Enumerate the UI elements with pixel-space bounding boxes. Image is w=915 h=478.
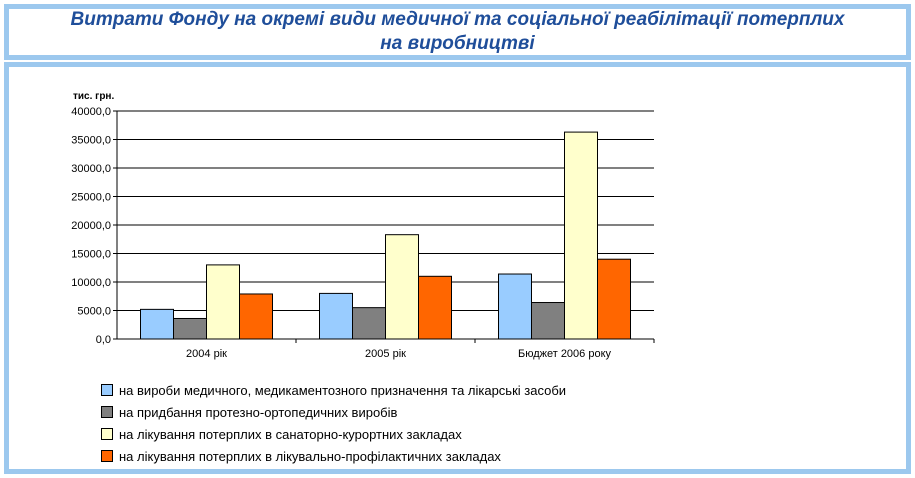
y-tick-label: 15000,0 [71,249,111,261]
bar [531,302,565,340]
chart-panel: 0,0 5000,0 10000,0 15000,0 20000,0 25000,0 300… [4,62,911,474]
title-banner: Витрати Фонду на окремі види медичної та… [4,4,911,60]
legend-label: на придбання протезно-ортопедичних вироб… [119,404,398,420]
legend-item: на придбання протезно-ортопедичних вироб… [101,401,566,423]
legend-item: на вироби медичного, медикаментозного пр… [101,379,566,401]
legend-label: на вироби медичного, медикаментозного пр… [119,382,567,398]
bar [597,258,631,340]
y-tick-label: 20000,0 [71,220,111,232]
y-tick-label: 5000,0 [77,306,111,318]
legend-swatch [101,450,113,462]
bar [319,292,353,340]
y-tick-label: 25000,0 [71,192,111,204]
y-tick-label: 0,0 [96,334,111,346]
y-tick-label: 40000,0 [71,106,111,118]
bar-chart: 0,0 5000,0 10000,0 15000,0 20000,0 25000,0 300… [71,91,655,360]
bar [206,264,240,340]
legend-swatch [101,428,113,440]
y-tick-label: 35000,0 [71,135,111,147]
legend-item: на лікування потерплих в лікувально-проф… [101,445,566,467]
x-tick-label: 2004 рік [186,348,227,360]
legend-label: на лікування потерплих в лікувально-проф… [119,448,501,464]
x-tick-label: Бюджет 2006 року [518,348,612,360]
legend-swatch [101,406,113,418]
legend-item: на лікування потерплих в санаторно-курор… [101,423,566,445]
y-tick-label: 30000,0 [71,163,111,175]
bar [173,317,207,340]
legend: на вироби медичного, медикаментозного пр… [101,379,566,467]
x-tick-label: 2005 рік [365,348,406,360]
bar [498,273,532,340]
legend-swatch [101,384,113,396]
y-axis-label: тис. грн. [73,91,114,102]
legend-label: на лікування потерплих в санаторно-курор… [119,426,462,442]
y-tick-label: 10000,0 [71,277,111,289]
bar [564,131,598,340]
bar [352,307,386,340]
bar [418,275,452,340]
bar [385,234,419,340]
bar [140,308,174,340]
chart-title: Витрати Фонду на окремі види медичної та… [70,9,845,54]
bar [239,293,273,340]
